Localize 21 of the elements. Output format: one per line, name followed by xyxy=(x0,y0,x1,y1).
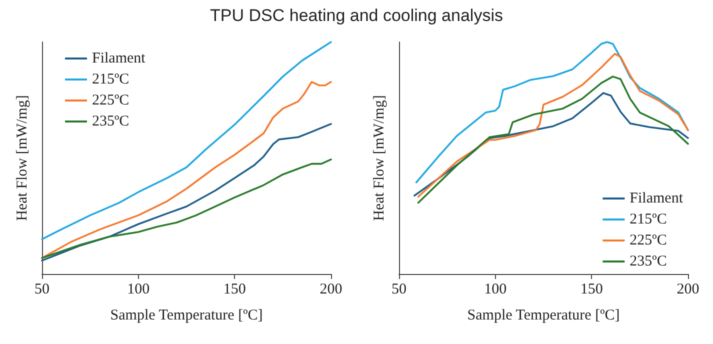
legend-label: Filament xyxy=(630,190,684,206)
x-tick-label: 200 xyxy=(320,282,342,298)
legend-label: 235ºC xyxy=(92,114,130,130)
x-tick-label: 150 xyxy=(223,282,246,298)
legend-label: 225ºC xyxy=(630,232,667,248)
legend-label: 215ºC xyxy=(630,212,667,228)
x-axis-title: Sample Temperature [ºC] xyxy=(110,308,263,324)
x-axis-title: Sample Temperature [ºC] xyxy=(467,308,620,324)
x-tick-label: 50 xyxy=(34,282,50,298)
legend-label: 215ºC xyxy=(92,72,130,88)
x-tick-label: 200 xyxy=(676,282,700,298)
y-axis-title: Heat Flow [mW/mg] xyxy=(14,95,30,221)
x-tick-label: 50 xyxy=(392,282,406,298)
legend-label: 235ºC xyxy=(630,254,667,270)
legend-label: 225ºC xyxy=(92,92,130,108)
x-tick-label: 100 xyxy=(484,282,507,298)
x-tick-label: 100 xyxy=(127,282,150,298)
legend-label: Filament xyxy=(92,50,146,66)
chart-title: TPU DSC heating and cooling analysis xyxy=(209,6,504,26)
y-axis-title: Heat Flow [mW/mg] xyxy=(372,95,388,221)
x-tick-label: 150 xyxy=(580,282,603,298)
